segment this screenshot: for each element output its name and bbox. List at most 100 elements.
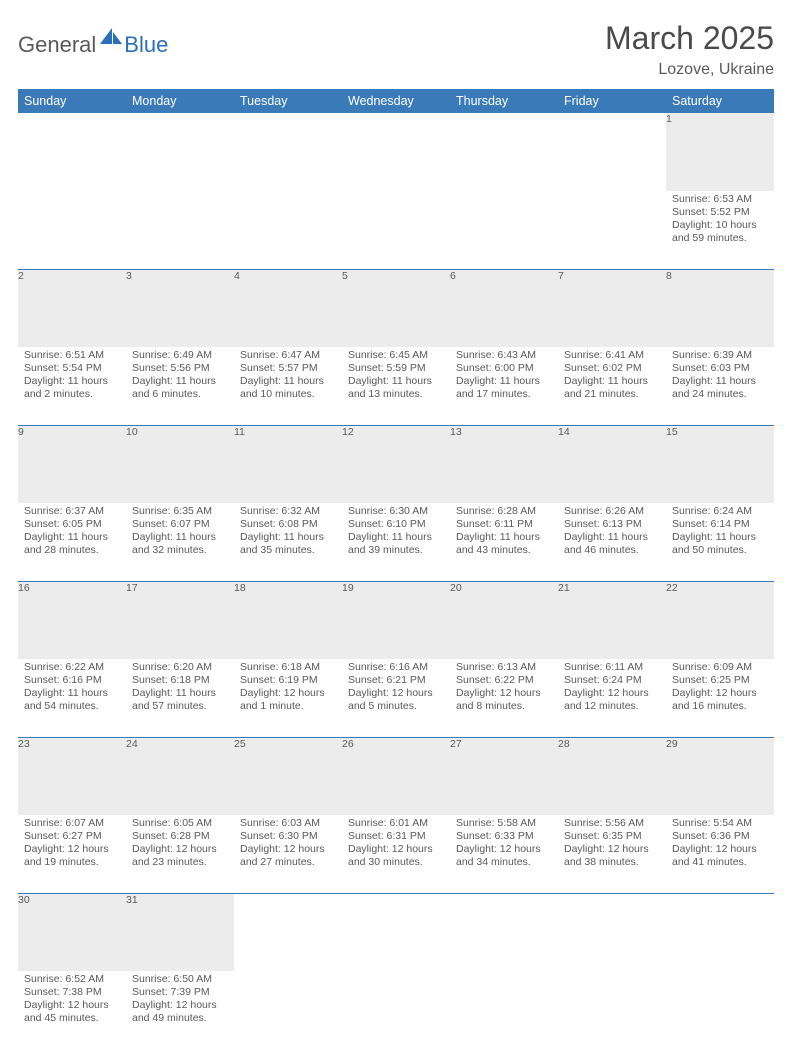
daylight-line: Daylight: 12 hours <box>24 843 120 856</box>
daylight-line: Daylight: 11 hours <box>240 531 336 544</box>
daylight-line: and 1 minute. <box>240 700 336 713</box>
day-cell: Sunrise: 6:24 AMSunset: 6:14 PMDaylight:… <box>666 503 774 581</box>
sunset-line: Sunset: 6:02 PM <box>564 362 660 375</box>
sunset-line: Sunset: 6:22 PM <box>456 674 552 687</box>
sunrise-line: Sunrise: 6:52 AM <box>24 973 120 986</box>
day-cell <box>342 191 450 269</box>
daylight-line: and 57 minutes. <box>132 700 228 713</box>
week-row: Sunrise: 6:53 AMSunset: 5:52 PMDaylight:… <box>18 191 774 269</box>
day-number-cell: 25 <box>234 737 342 815</box>
daylight-line: and 59 minutes. <box>672 232 768 245</box>
sunrise-line: Sunrise: 5:58 AM <box>456 817 552 830</box>
sunset-line: Sunset: 6:24 PM <box>564 674 660 687</box>
day-number-cell: 24 <box>126 737 234 815</box>
day-number-cell: 2 <box>18 269 126 347</box>
daylight-line: and 2 minutes. <box>24 388 120 401</box>
week-row: Sunrise: 6:52 AMSunset: 7:38 PMDaylight:… <box>18 971 774 1049</box>
daylight-line: and 5 minutes. <box>348 700 444 713</box>
day-content: Sunrise: 6:41 AMSunset: 6:02 PMDaylight:… <box>558 347 666 406</box>
day-number-cell: 21 <box>558 581 666 659</box>
sunset-line: Sunset: 6:05 PM <box>24 518 120 531</box>
day-number-cell: 14 <box>558 425 666 503</box>
weekday-header: Wednesday <box>342 89 450 113</box>
day-content: Sunrise: 6:35 AMSunset: 6:07 PMDaylight:… <box>126 503 234 562</box>
daylight-line: Daylight: 12 hours <box>24 999 120 1012</box>
week-row: Sunrise: 6:22 AMSunset: 6:16 PMDaylight:… <box>18 659 774 737</box>
daylight-line: Daylight: 11 hours <box>24 375 120 388</box>
day-number-cell: 18 <box>234 581 342 659</box>
day-content: Sunrise: 6:52 AMSunset: 7:38 PMDaylight:… <box>18 971 126 1030</box>
day-cell: Sunrise: 5:56 AMSunset: 6:35 PMDaylight:… <box>558 815 666 893</box>
daylight-line: and 39 minutes. <box>348 544 444 557</box>
day-cell: Sunrise: 6:50 AMSunset: 7:39 PMDaylight:… <box>126 971 234 1049</box>
daylight-line: Daylight: 11 hours <box>240 375 336 388</box>
sunset-line: Sunset: 7:39 PM <box>132 986 228 999</box>
sunset-line: Sunset: 7:38 PM <box>24 986 120 999</box>
daylight-line: and 8 minutes. <box>456 700 552 713</box>
location: Lozove, Ukraine <box>605 61 774 79</box>
month-title: March 2025 <box>605 20 774 57</box>
daylight-line: Daylight: 11 hours <box>24 531 120 544</box>
daylight-line: Daylight: 10 hours <box>672 219 768 232</box>
daylight-line: and 38 minutes. <box>564 856 660 869</box>
day-number-cell <box>558 113 666 191</box>
daylight-line: and 17 minutes. <box>456 388 552 401</box>
daylight-line: Daylight: 12 hours <box>132 999 228 1012</box>
day-number-cell: 4 <box>234 269 342 347</box>
sunset-line: Sunset: 5:57 PM <box>240 362 336 375</box>
day-number-cell: 13 <box>450 425 558 503</box>
sunrise-line: Sunrise: 6:09 AM <box>672 661 768 674</box>
daylight-line: and 16 minutes. <box>672 700 768 713</box>
sunrise-line: Sunrise: 6:22 AM <box>24 661 120 674</box>
sunrise-line: Sunrise: 6:16 AM <box>348 661 444 674</box>
day-content: Sunrise: 6:43 AMSunset: 6:00 PMDaylight:… <box>450 347 558 406</box>
daynum-row: 2345678 <box>18 269 774 347</box>
week-row: Sunrise: 6:07 AMSunset: 6:27 PMDaylight:… <box>18 815 774 893</box>
day-cell: Sunrise: 6:45 AMSunset: 5:59 PMDaylight:… <box>342 347 450 425</box>
day-cell: Sunrise: 6:47 AMSunset: 5:57 PMDaylight:… <box>234 347 342 425</box>
daynum-row: 9101112131415 <box>18 425 774 503</box>
day-number-cell: 27 <box>450 737 558 815</box>
daylight-line: Daylight: 11 hours <box>456 375 552 388</box>
day-number-cell: 31 <box>126 893 234 971</box>
daylight-line: Daylight: 12 hours <box>348 843 444 856</box>
day-number-cell: 7 <box>558 269 666 347</box>
sunset-line: Sunset: 6:25 PM <box>672 674 768 687</box>
day-number-cell: 23 <box>18 737 126 815</box>
sunset-line: Sunset: 6:00 PM <box>456 362 552 375</box>
daylight-line: and 50 minutes. <box>672 544 768 557</box>
daylight-line: Daylight: 12 hours <box>456 843 552 856</box>
sunrise-line: Sunrise: 6:01 AM <box>348 817 444 830</box>
day-number-cell <box>666 893 774 971</box>
sunset-line: Sunset: 6:14 PM <box>672 518 768 531</box>
daylight-line: and 6 minutes. <box>132 388 228 401</box>
day-number-cell: 3 <box>126 269 234 347</box>
day-cell <box>126 191 234 269</box>
day-number-cell: 9 <box>18 425 126 503</box>
day-cell: Sunrise: 6:37 AMSunset: 6:05 PMDaylight:… <box>18 503 126 581</box>
weekday-header: Tuesday <box>234 89 342 113</box>
daylight-line: Daylight: 12 hours <box>348 687 444 700</box>
sunset-line: Sunset: 6:18 PM <box>132 674 228 687</box>
day-number-cell: 12 <box>342 425 450 503</box>
day-content: Sunrise: 6:07 AMSunset: 6:27 PMDaylight:… <box>18 815 126 874</box>
daylight-line: Daylight: 11 hours <box>348 375 444 388</box>
sunrise-line: Sunrise: 6:43 AM <box>456 349 552 362</box>
day-content: Sunrise: 5:56 AMSunset: 6:35 PMDaylight:… <box>558 815 666 874</box>
sunset-line: Sunset: 6:03 PM <box>672 362 768 375</box>
day-cell: Sunrise: 6:07 AMSunset: 6:27 PMDaylight:… <box>18 815 126 893</box>
day-number-cell: 5 <box>342 269 450 347</box>
week-row: Sunrise: 6:51 AMSunset: 5:54 PMDaylight:… <box>18 347 774 425</box>
logo-text-blue: Blue <box>124 32 168 58</box>
sunrise-line: Sunrise: 6:18 AM <box>240 661 336 674</box>
daylight-line: and 12 minutes. <box>564 700 660 713</box>
day-cell <box>558 191 666 269</box>
day-cell: Sunrise: 6:28 AMSunset: 6:11 PMDaylight:… <box>450 503 558 581</box>
sunset-line: Sunset: 6:28 PM <box>132 830 228 843</box>
sunrise-line: Sunrise: 6:11 AM <box>564 661 660 674</box>
day-cell: Sunrise: 6:09 AMSunset: 6:25 PMDaylight:… <box>666 659 774 737</box>
day-cell: Sunrise: 6:13 AMSunset: 6:22 PMDaylight:… <box>450 659 558 737</box>
day-number-cell <box>234 893 342 971</box>
day-cell: Sunrise: 6:20 AMSunset: 6:18 PMDaylight:… <box>126 659 234 737</box>
sunset-line: Sunset: 6:27 PM <box>24 830 120 843</box>
